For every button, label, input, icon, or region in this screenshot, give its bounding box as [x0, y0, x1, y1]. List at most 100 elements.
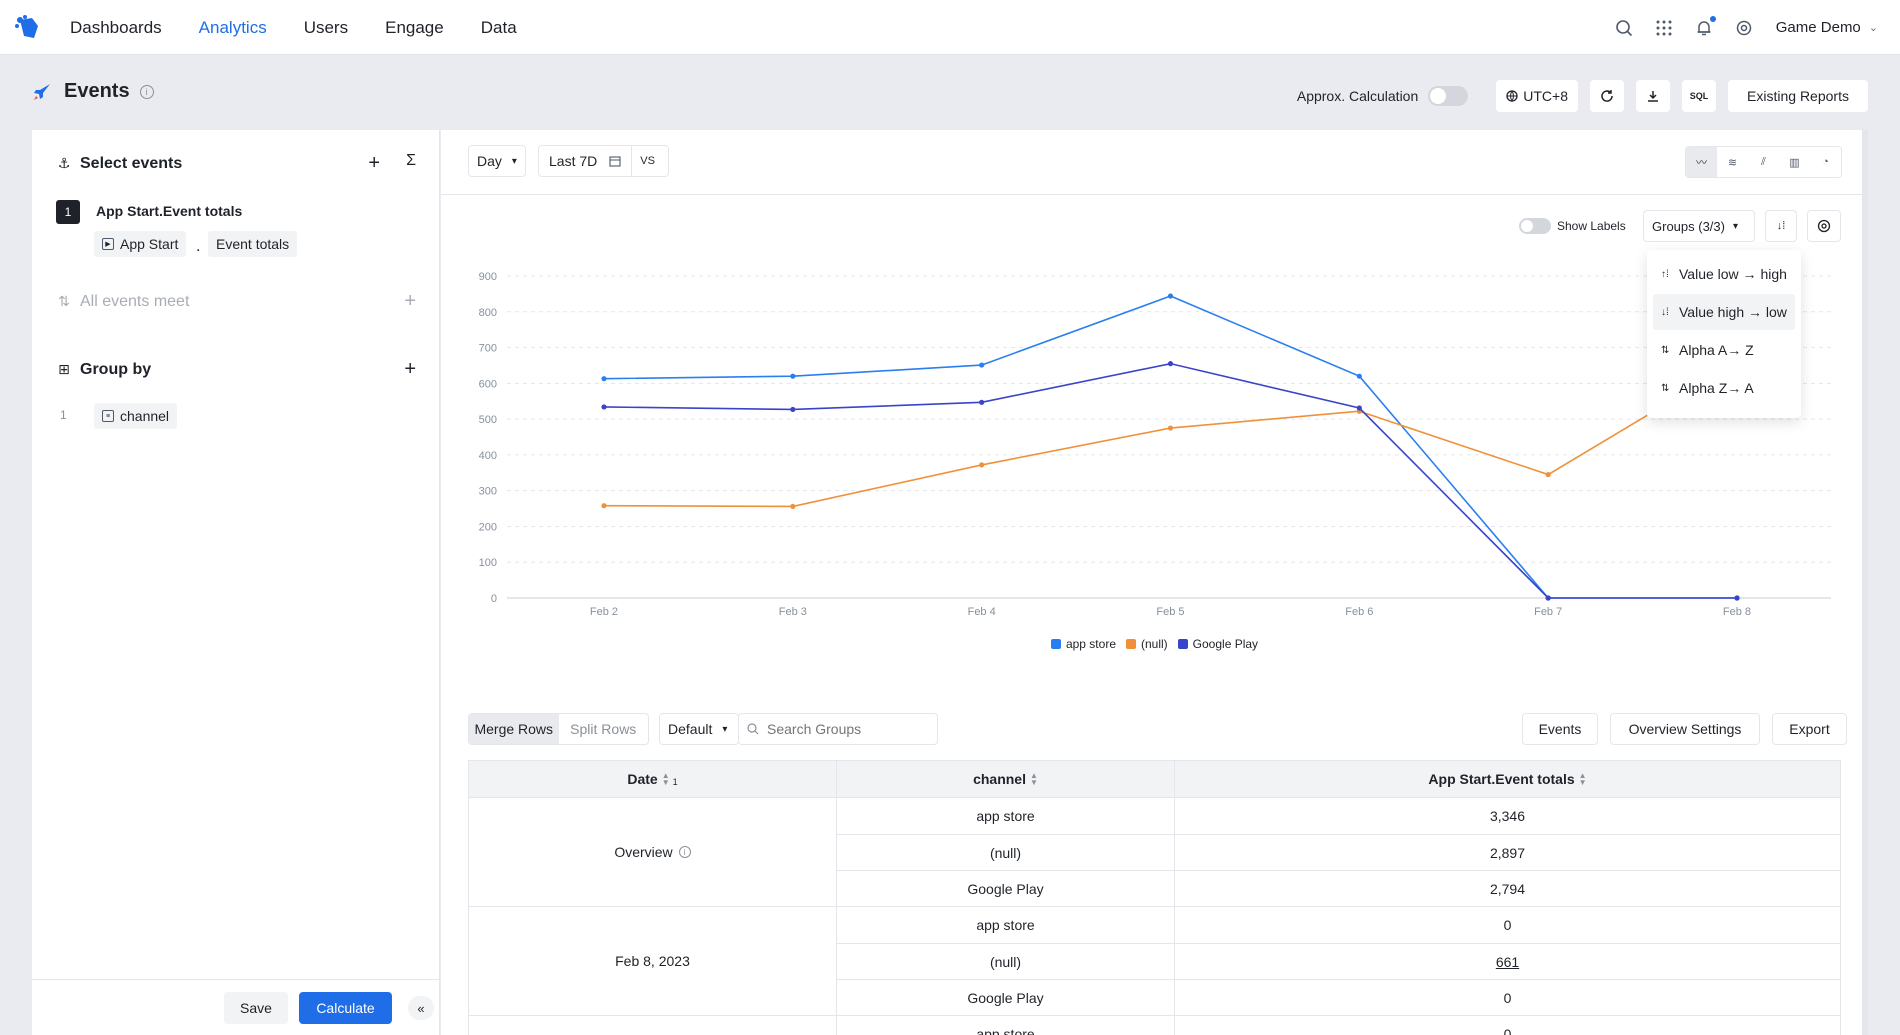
x-tick-label: Feb 2	[590, 606, 618, 618]
all-events-meet-section: ⇅ All events meet +	[56, 290, 416, 313]
legend-swatch	[1050, 639, 1061, 649]
group-property-name: channel	[120, 408, 170, 424]
sort-alpha-desc-item[interactable]: ⇅ Alpha Z→ A	[1653, 370, 1795, 406]
metric-chip[interactable]: Event totals	[208, 231, 298, 257]
group-by-label: Group by	[80, 360, 152, 378]
col-header-label: Date	[627, 771, 658, 787]
groups-value: Groups (3/3)	[1652, 218, 1725, 234]
project-name: Game Demo	[1775, 19, 1861, 36]
bar-chart-icon[interactable]: ▥	[1789, 156, 1800, 169]
compare-vs-button[interactable]: VS	[640, 155, 655, 167]
calculate-button[interactable]: Calculate	[299, 992, 392, 1024]
collapse-panel-icon[interactable]: «	[408, 996, 434, 1020]
export-button[interactable]: Export	[1772, 713, 1847, 745]
apps-grid-icon[interactable]	[1654, 18, 1674, 38]
col-header-date[interactable]: Date ▲ ▼ 1	[469, 761, 837, 797]
show-labels-toggle[interactable]	[1519, 218, 1551, 234]
merge-rows-tab[interactable]: Merge Rows	[469, 714, 559, 744]
select-events-section: ⚓ Select events + Σ	[56, 152, 416, 175]
all-events-meet-label[interactable]: All events meet	[80, 292, 190, 310]
sort-alpha-asc-item[interactable]: ⇅ Alpha A→ Z	[1653, 332, 1795, 368]
data-point	[1356, 373, 1362, 379]
nav-dashboards[interactable]: Dashboards	[70, 17, 162, 37]
nav-data[interactable]: Data	[480, 17, 517, 37]
data-point	[1167, 425, 1174, 431]
legend-item-app-store[interactable]: app store	[1050, 637, 1116, 651]
table-row: (null) 661	[837, 943, 1840, 979]
row-mode-toggle: Merge Rows Split Rows	[468, 713, 649, 745]
y-tick-label: 0	[491, 593, 497, 605]
x-tick-label: Feb 6	[1345, 606, 1373, 618]
info-icon[interactable]: i	[678, 846, 691, 858]
sql-button[interactable]: SQL	[1682, 80, 1716, 112]
search-groups-input[interactable]	[767, 721, 927, 737]
metric-name: Event totals	[216, 236, 290, 252]
project-selector[interactable]: Game Demo ⌄	[1776, 19, 1878, 36]
legend-label: (null)	[1141, 637, 1168, 651]
series-line-0	[603, 295, 1737, 599]
group-grid-icon: ⊞	[58, 361, 70, 377]
y-tick-label: 400	[479, 450, 497, 462]
area-chart-icon[interactable]: ≋	[1727, 156, 1738, 169]
line-chart-icon[interactable]: 〰	[1686, 147, 1717, 177]
settings-gear-icon[interactable]	[1734, 18, 1754, 38]
add-group-icon[interactable]: +	[404, 358, 416, 380]
event-chip[interactable]: ▶ App Start	[94, 231, 187, 257]
event-separator: .	[196, 238, 201, 255]
search-icon[interactable]	[1614, 18, 1634, 38]
info-icon[interactable]: i	[139, 84, 154, 99]
approx-calculation-toggle[interactable]	[1428, 86, 1469, 106]
legend-label: app store	[1065, 637, 1116, 651]
date-range-picker[interactable]: Last 7D VS	[538, 145, 669, 177]
sort-menu: ↑⁞ Value low → high ↓⁞ Value high → low ⇅ A…	[1647, 250, 1801, 418]
bell-icon[interactable]	[1694, 15, 1716, 38]
brand-logo-icon[interactable]	[14, 14, 42, 42]
select-events-label: Select events	[80, 154, 183, 172]
channel-cell: app store	[837, 1016, 1175, 1035]
group-date-cell	[469, 1016, 837, 1035]
refresh-button[interactable]	[1590, 80, 1624, 112]
results-scrollbar[interactable]	[1862, 130, 1868, 1035]
value-link[interactable]: 661	[1495, 953, 1520, 970]
nav-analytics[interactable]: Analytics	[198, 17, 267, 37]
table-row: app store 0	[837, 907, 1840, 943]
sort-button[interactable]: ↓⁞	[1765, 210, 1797, 242]
refresh-icon	[1601, 90, 1613, 102]
search-groups-field[interactable]	[738, 713, 938, 745]
y-tick-label: 800	[479, 307, 497, 319]
nav-users[interactable]: Users	[303, 17, 349, 37]
download-button[interactable]	[1636, 80, 1670, 112]
add-filter-icon[interactable]: +	[404, 290, 416, 312]
pie-chart-icon[interactable]: ◔	[1822, 156, 1829, 168]
event-play-icon: ▶	[102, 238, 114, 250]
legend-item-null[interactable]: (null)	[1126, 637, 1168, 651]
event-metric-title[interactable]: App Start.Event totals	[96, 203, 243, 219]
value-cell: 0	[1503, 1026, 1512, 1035]
granularity-select[interactable]: Day ▾	[468, 145, 526, 177]
add-event-icon[interactable]: +	[368, 152, 381, 174]
legend-item-google-play[interactable]: Google Play	[1177, 637, 1258, 651]
split-rows-tab[interactable]: Split Rows	[570, 721, 637, 737]
col-header-channel[interactable]: channel ▲ ▼	[837, 761, 1175, 797]
default-select[interactable]: Default ▾	[659, 713, 739, 745]
globe-icon	[1506, 90, 1518, 102]
timezone-button[interactable]: UTC+8	[1496, 80, 1578, 112]
col-header-metric[interactable]: App Start.Event totals ▲ ▼	[1175, 761, 1840, 797]
table-row: Google Play 2,794	[837, 870, 1840, 906]
page-header: Events i Approx. Calculation UTC+8 SQL E…	[0, 56, 1900, 130]
overview-settings-button[interactable]: Overview Settings	[1610, 713, 1760, 745]
chart-settings-button[interactable]	[1807, 210, 1841, 242]
existing-reports-button[interactable]: Existing Reports	[1728, 80, 1868, 112]
formula-sigma-icon[interactable]: Σ	[406, 152, 416, 169]
save-button[interactable]: Save	[224, 992, 288, 1024]
sort-value-asc-item[interactable]: ↑⁞ Value low → high	[1653, 256, 1795, 292]
data-point	[979, 462, 985, 468]
stacked-line-icon[interactable]: ⫽	[1761, 155, 1766, 168]
sort-value-desc-item[interactable]: ↓⁞ Value high → low	[1653, 294, 1795, 330]
channel-cell: (null)	[837, 835, 1175, 870]
group-property-chip[interactable]: ≡ channel	[94, 403, 178, 429]
nav-engage[interactable]: Engage	[385, 17, 444, 37]
data-point	[1545, 471, 1551, 478]
groups-select[interactable]: Groups (3/3) ▾	[1643, 210, 1755, 242]
events-button[interactable]: Events	[1522, 713, 1598, 745]
